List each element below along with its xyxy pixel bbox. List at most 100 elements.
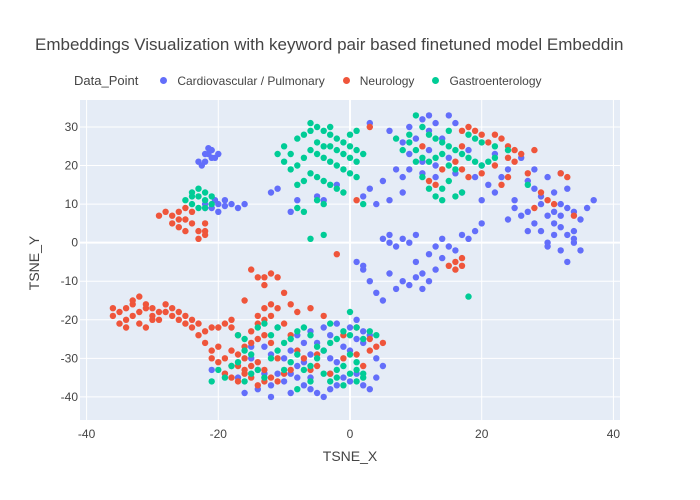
data-point (241, 389, 248, 397)
data-point (320, 370, 327, 377)
data-point (333, 251, 340, 258)
data-point (221, 197, 229, 204)
data-point (399, 235, 406, 242)
x-tick-labels: -40 -20 0 20 40 (78, 427, 620, 441)
data-point (399, 173, 406, 181)
data-point (234, 359, 242, 366)
data-point (287, 301, 294, 308)
data-point (241, 378, 248, 385)
data-point (425, 158, 433, 165)
data-point (518, 150, 525, 158)
data-point (208, 366, 215, 374)
data-point (465, 154, 472, 161)
data-point (425, 177, 433, 185)
data-point (406, 239, 413, 246)
y-tick-label: -40 (61, 390, 79, 404)
data-point (557, 200, 564, 208)
data-point (241, 297, 248, 304)
data-point (221, 374, 229, 381)
data-point (458, 127, 466, 134)
data-point (366, 123, 373, 131)
data-point (432, 193, 439, 200)
data-point (577, 247, 584, 254)
data-point (373, 374, 380, 381)
data-point (208, 154, 215, 161)
data-point (425, 112, 433, 119)
data-point (142, 301, 150, 308)
legend-item-neurology[interactable]: Neurology (342, 73, 415, 88)
data-point (564, 204, 571, 212)
data-point (221, 320, 229, 327)
data-point (248, 339, 255, 347)
data-point (175, 216, 182, 223)
data-point (248, 328, 255, 335)
data-point (208, 200, 215, 208)
data-point (353, 173, 360, 181)
data-point (195, 185, 202, 192)
data-point (544, 173, 551, 181)
data-point (327, 181, 334, 188)
data-point (136, 308, 143, 316)
data-point (182, 197, 189, 204)
data-point (412, 135, 420, 142)
data-point (261, 374, 268, 381)
data-point (261, 343, 268, 350)
data-point (550, 208, 558, 215)
legend-label-gastroenterology: Gastroenterology (449, 73, 542, 88)
data-point (452, 166, 459, 173)
data-point (590, 197, 597, 204)
data-point (327, 386, 334, 393)
data-point (294, 374, 301, 381)
data-point (406, 150, 413, 158)
data-point (346, 308, 354, 316)
data-point (327, 131, 334, 138)
data-point (445, 262, 452, 269)
data-point (313, 389, 321, 397)
data-point (195, 193, 202, 200)
data-point (215, 366, 222, 374)
data-point (300, 131, 308, 138)
data-point (439, 166, 446, 173)
data-point (155, 308, 163, 316)
data-point (570, 212, 578, 219)
x-tick-label: 20 (475, 427, 489, 441)
data-point (340, 343, 347, 350)
data-point (300, 324, 308, 331)
data-point (267, 382, 275, 389)
data-point (458, 143, 466, 150)
data-point (346, 370, 354, 377)
legend-label-neurology: Neurology (359, 73, 415, 88)
data-point (320, 347, 327, 354)
data-point (386, 197, 393, 204)
data-point (353, 258, 360, 266)
data-point (353, 197, 360, 204)
data-point (215, 150, 222, 158)
data-point (261, 366, 268, 374)
data-point (373, 289, 380, 296)
data-point (346, 143, 354, 150)
y-tick-label: 20 (65, 159, 79, 173)
legend-item-cardiovascular[interactable]: Cardiovascular / Pulmonary (160, 74, 325, 88)
data-point (452, 258, 459, 266)
data-point (524, 181, 531, 188)
data-point (373, 200, 380, 208)
legend-marker-neurology (342, 77, 350, 84)
data-point (188, 208, 196, 215)
data-point (205, 145, 212, 152)
data-point (524, 208, 531, 215)
data-point (122, 305, 130, 312)
data-point (294, 204, 301, 212)
data-point (129, 312, 136, 320)
data-point (333, 146, 340, 154)
data-point (353, 335, 360, 343)
data-point (366, 386, 373, 393)
legend-item-gastroenterology[interactable]: Gastroenterology (432, 73, 542, 88)
data-point (340, 328, 347, 335)
data-point (511, 204, 518, 212)
data-point (432, 243, 439, 250)
data-point (280, 320, 288, 327)
data-point (195, 320, 202, 327)
data-point (267, 374, 275, 381)
data-point (360, 362, 367, 370)
data-point (208, 193, 215, 200)
